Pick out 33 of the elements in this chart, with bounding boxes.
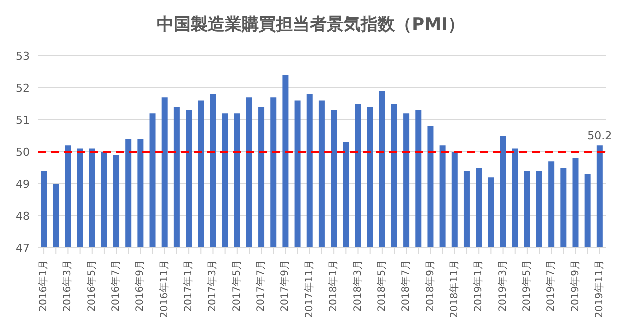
x-tick-label: 2016年9月 — [134, 260, 146, 312]
y-tick-label: 48 — [16, 210, 30, 223]
x-tick-label: 2017年9月 — [279, 260, 292, 312]
x-tick-label: 2018年3月 — [352, 260, 364, 312]
y-tick-label: 50 — [16, 146, 30, 159]
y-tick-label: 53 — [16, 50, 30, 63]
x-tick-label: 2019年3月 — [496, 260, 509, 312]
x-tick-label: 2017年5月 — [230, 260, 243, 312]
x-tick-label: 2017年1月 — [182, 260, 195, 312]
x-tick-label: 2017年11月 — [303, 260, 316, 318]
chart-title: 中国製造業購買担当者景気指数（PMI） — [156, 14, 466, 37]
y-tick-label: 49 — [16, 178, 30, 191]
y-tick-label: 52 — [16, 82, 30, 95]
x-tick-label: 2019年1月 — [472, 260, 485, 312]
x-tick-label: 2019年5月 — [520, 260, 533, 312]
y-tick-label: 51 — [16, 114, 30, 127]
x-tick-label: 2018年9月 — [424, 260, 436, 312]
x-tick-label: 2019年7月 — [545, 260, 558, 312]
x-tick-label: 2016年3月 — [62, 260, 74, 312]
x-tick-label: 2017年3月 — [206, 260, 219, 312]
x-tick-label: 2016年11月 — [158, 260, 170, 318]
x-tick-label: 2018年1月 — [328, 260, 340, 312]
x-tick-label: 2016年5月 — [86, 260, 98, 312]
x-tick-label: 2019年11月 — [593, 260, 606, 318]
x-tick-label: 2018年11月 — [448, 260, 460, 318]
x-tick-label: 2018年5月 — [376, 260, 388, 312]
x-tick-label: 2017年7月 — [255, 260, 268, 312]
x-tick-label: 2018年7月 — [400, 260, 412, 312]
x-tick-label: 2016年7月 — [110, 260, 122, 312]
y-tick-label: 47 — [16, 242, 30, 255]
x-tick-label: 2016年1月 — [38, 260, 50, 312]
data-label: 50.2 — [588, 130, 612, 143]
x-tick-label: 2019年9月 — [569, 260, 582, 312]
